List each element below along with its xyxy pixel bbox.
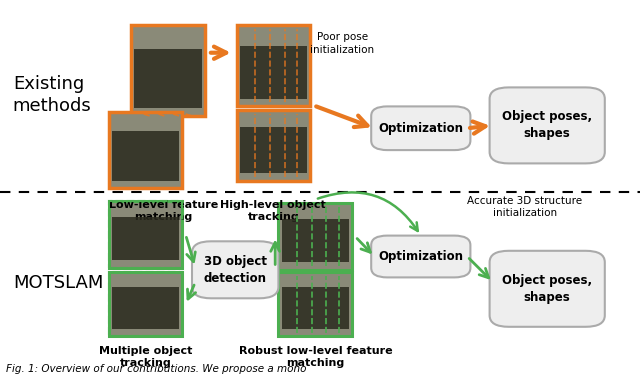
FancyBboxPatch shape bbox=[109, 112, 182, 188]
FancyBboxPatch shape bbox=[134, 49, 202, 108]
FancyBboxPatch shape bbox=[131, 25, 205, 116]
Text: MOTSLAM: MOTSLAM bbox=[13, 274, 103, 292]
Text: Low-level feature
matching: Low-level feature matching bbox=[109, 200, 218, 222]
Text: High-level object
tracking: High-level object tracking bbox=[220, 200, 326, 222]
Text: Optimization: Optimization bbox=[378, 250, 463, 263]
FancyBboxPatch shape bbox=[109, 272, 182, 336]
Text: Fig. 1: Overview of our contributions. We propose a mono: Fig. 1: Overview of our contributions. W… bbox=[6, 364, 307, 374]
Text: Optimization: Optimization bbox=[378, 122, 463, 135]
FancyBboxPatch shape bbox=[240, 46, 307, 99]
FancyBboxPatch shape bbox=[112, 287, 179, 329]
FancyBboxPatch shape bbox=[282, 219, 349, 262]
Text: Object poses,
shapes: Object poses, shapes bbox=[502, 111, 592, 140]
FancyBboxPatch shape bbox=[237, 25, 310, 106]
FancyBboxPatch shape bbox=[282, 287, 349, 329]
FancyBboxPatch shape bbox=[278, 203, 352, 270]
FancyBboxPatch shape bbox=[278, 272, 352, 336]
Text: Poor pose
initialization: Poor pose initialization bbox=[310, 33, 374, 55]
Text: Existing
methods: Existing methods bbox=[13, 75, 92, 115]
Text: Object poses,
shapes: Object poses, shapes bbox=[502, 274, 592, 304]
FancyBboxPatch shape bbox=[237, 110, 310, 180]
FancyBboxPatch shape bbox=[240, 127, 307, 173]
FancyBboxPatch shape bbox=[490, 251, 605, 327]
FancyBboxPatch shape bbox=[112, 131, 179, 180]
Text: Robust low-level feature
matching: Robust low-level feature matching bbox=[239, 346, 392, 368]
FancyBboxPatch shape bbox=[192, 241, 278, 298]
Text: 3D object
detection: 3D object detection bbox=[204, 255, 267, 285]
FancyBboxPatch shape bbox=[490, 87, 605, 163]
Text: Accurate 3D structure
initialization: Accurate 3D structure initialization bbox=[467, 196, 582, 218]
FancyBboxPatch shape bbox=[371, 236, 470, 277]
FancyBboxPatch shape bbox=[112, 217, 179, 260]
FancyBboxPatch shape bbox=[371, 106, 470, 150]
Text: Multiple object
tracking: Multiple object tracking bbox=[99, 346, 193, 368]
FancyBboxPatch shape bbox=[109, 201, 182, 268]
